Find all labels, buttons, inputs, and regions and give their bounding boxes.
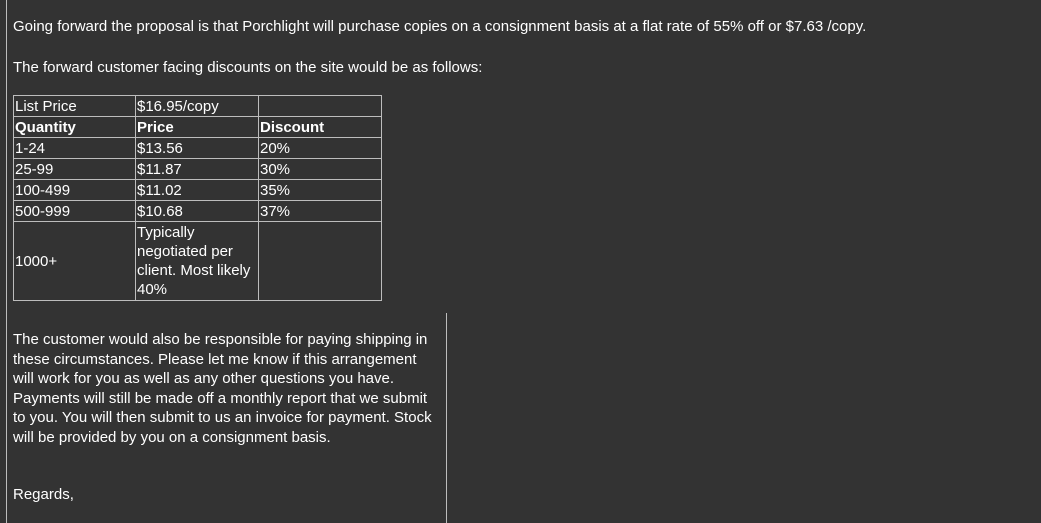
- header-discount: Discount: [258, 116, 382, 138]
- discount-cell: 20%: [258, 137, 382, 159]
- list-price-value: $16.95/copy: [135, 95, 259, 117]
- quantity-cell: 1000+: [13, 221, 136, 301]
- table-row: List Price $16.95/copy: [13, 95, 382, 117]
- table-row: 1000+ Typically negotiated per client. M…: [13, 221, 382, 301]
- divider: [446, 313, 447, 523]
- quantity-cell: 500-999: [13, 200, 136, 222]
- table-row: 1-24 $13.56 20%: [13, 137, 382, 159]
- price-cell: Typically negotiated per client. Most li…: [135, 221, 259, 301]
- discount-cell: 30%: [258, 158, 382, 180]
- quantity-cell: 25-99: [13, 158, 136, 180]
- table-row: 25-99 $11.87 30%: [13, 158, 382, 180]
- price-cell: $11.87: [135, 158, 259, 180]
- quote-bar: [6, 0, 7, 523]
- header-quantity: Quantity: [13, 116, 136, 138]
- list-price-label: List Price: [13, 95, 136, 117]
- empty-cell: [258, 95, 382, 117]
- header-price: Price: [135, 116, 259, 138]
- closing: Regards,: [13, 486, 74, 503]
- discount-cell: 35%: [258, 179, 382, 201]
- body-paragraph: The customer would also be responsible f…: [13, 331, 432, 446]
- quantity-cell: 1-24: [13, 137, 136, 159]
- discount-cell: 37%: [258, 200, 382, 222]
- discount-cell: [258, 221, 382, 301]
- price-cell: $13.56: [135, 137, 259, 159]
- table-row: 500-999 $10.68 37%: [13, 200, 382, 222]
- price-cell: $10.68: [135, 200, 259, 222]
- price-cell: $11.02: [135, 179, 259, 201]
- quantity-cell: 100-499: [13, 179, 136, 201]
- table-row: 100-499 $11.02 35%: [13, 179, 382, 201]
- table-header-row: Quantity Price Discount: [13, 116, 382, 138]
- table-intro-paragraph: The forward customer facing discounts on…: [13, 59, 483, 76]
- discount-table: List Price $16.95/copy Quantity Price Di…: [13, 95, 382, 301]
- intro-paragraph: Going forward the proposal is that Porch…: [13, 18, 867, 35]
